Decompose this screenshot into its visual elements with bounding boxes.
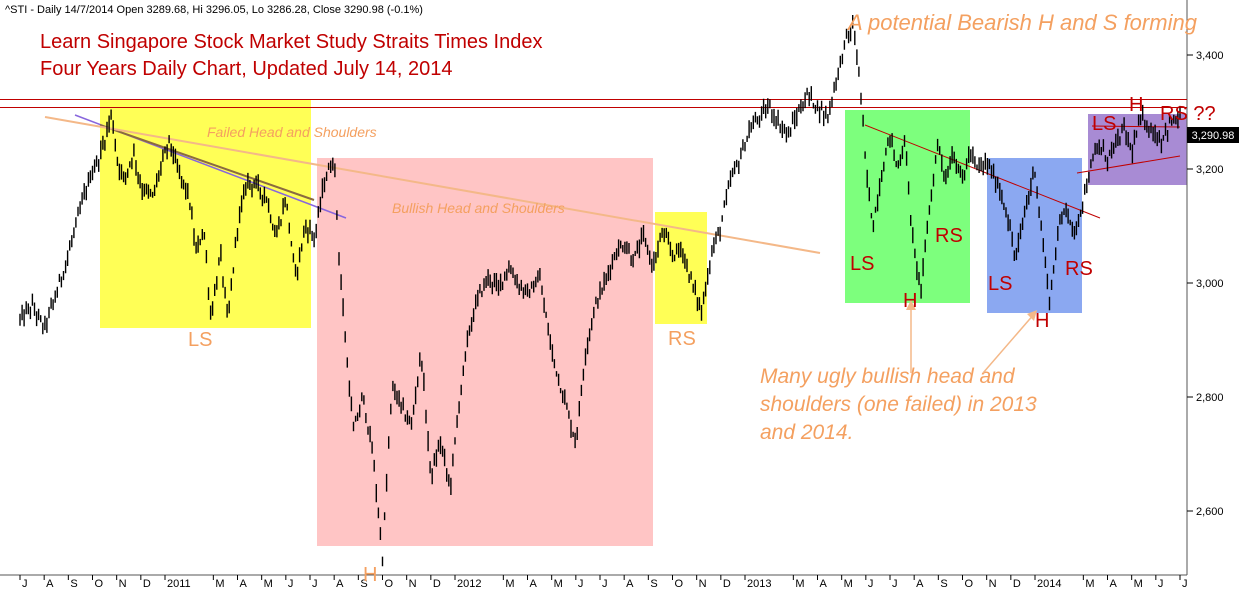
label-ls-purple: LS (1092, 113, 1116, 135)
x-tick-label-42: M (1134, 578, 1143, 590)
x-tick-label-19: A (530, 578, 538, 590)
blue-pattern-box-2013-2014 (987, 158, 1082, 313)
y-tick-label-2: 3,000 (1196, 278, 1224, 290)
x-tick-label-33: J (892, 578, 898, 590)
x-tick-label-3: O (95, 578, 104, 590)
x-tick-label-12: A (336, 578, 344, 590)
x-tick-label-16: D (433, 578, 441, 590)
x-tick-label-21: J (578, 578, 584, 590)
x-tick-label-1: A (46, 578, 54, 590)
chart-title-line-1: Learn Singapore Stock Market Study Strai… (40, 31, 542, 53)
x-tick-label-44: J (1182, 578, 1188, 590)
y-tick-label-1: 2,800 (1196, 392, 1224, 404)
bearish-hs-annotation: A potential Bearish H and S forming (846, 10, 1198, 35)
x-tick-label-30: A (820, 578, 828, 590)
x-tick-label-37: N (989, 578, 997, 590)
x-tick-label-36: O (965, 578, 974, 590)
x-tick-label-5: D (143, 578, 151, 590)
x-tick-label-32: J (868, 578, 874, 590)
x-tick-label-20: M (554, 578, 563, 590)
x-tick-label-2: S (70, 578, 77, 590)
head-box-2011-2012 (317, 158, 653, 546)
many-ugly-line-1: Many ugly bullish head and (760, 365, 1016, 388)
x-tick-label-8: A (240, 578, 248, 590)
failed-hs-annotation-text: Failed Head and Shoulders (207, 124, 377, 140)
last-price-box (1187, 127, 1239, 143)
label-rs-purple: RS ?? (1160, 103, 1216, 125)
x-tick-label-14: O (385, 578, 394, 590)
x-tick-label-23: A (626, 578, 634, 590)
bullish-hs-neckline-orange (44, 116, 821, 254)
x-tick-label-0: J (22, 578, 28, 590)
x-tick-label-40: M (1085, 578, 1094, 590)
failed-hs-neckline-brown (99, 124, 315, 201)
many-ugly-line-3: and 2014. (760, 421, 853, 444)
x-tick-label-17: 2012 (457, 578, 481, 590)
label-rs-green: RS (935, 225, 963, 247)
x-tick-label-39: 2014 (1037, 578, 1061, 590)
x-tick-label-27: D (723, 578, 731, 590)
arrow-to-blue-h (982, 312, 1036, 374)
y-tick-label-3: 3,200 (1196, 164, 1224, 176)
x-tick-label-6: 2011 (167, 578, 191, 590)
purple-box-lower-line (1076, 155, 1181, 174)
label-h-blue: H (1035, 310, 1049, 332)
x-tick-label-4: N (119, 578, 127, 590)
label-ls-green: LS (850, 253, 874, 275)
failed-hs-annotation: Failed Head and Shoulders (207, 124, 377, 140)
x-tick-label-34: A (916, 578, 924, 590)
label-h-purple: H (1129, 94, 1143, 116)
label-h-green: H (903, 290, 917, 312)
label-rs-2012: RS (668, 328, 696, 350)
y-tick-label-0: 2,600 (1196, 506, 1224, 518)
x-tick-label-11: J (312, 578, 318, 590)
x-tick-label-13: S (360, 578, 367, 590)
x-tick-label-7: M (215, 578, 224, 590)
bullish-hs-annotation: Bullish Head and Shoulders (392, 200, 565, 216)
last-price-label: 3,290.98 (1192, 130, 1235, 142)
bullish-hs-annotation-text: Bullish Head and Shoulders (392, 200, 565, 216)
arrow-head-green-h (906, 300, 916, 310)
label-ls-blue: LS (988, 273, 1012, 295)
x-tick-label-41: A (1110, 578, 1118, 590)
label-ls-2011: LS (188, 329, 212, 351)
x-tick-label-31: M (844, 578, 853, 590)
x-tick-label-43: J (1158, 578, 1164, 590)
label-rs-blue: RS (1065, 258, 1093, 280)
x-tick-label-18: M (505, 578, 514, 590)
x-tick-label-24: S (650, 578, 657, 590)
chart-header: ^STI - Daily 14/7/2014 Open 3289.68, Hi … (5, 4, 423, 16)
x-tick-label-10: J (288, 578, 294, 590)
y-tick-label-4: 3,400 (1196, 50, 1224, 62)
x-tick-label-38: D (1013, 578, 1021, 590)
price-bars (19, 15, 1181, 567)
x-tick-label-35: S (940, 578, 947, 590)
chart-title-line-2: Four Years Daily Chart, Updated July 14,… (40, 58, 452, 80)
x-tick-label-25: O (675, 578, 684, 590)
x-tick-label-29: M (795, 578, 804, 590)
x-tick-label-28: 2013 (747, 578, 771, 590)
arrow-head-blue-h (1027, 310, 1037, 321)
x-tick-label-22: J (602, 578, 608, 590)
x-tick-label-9: M (264, 578, 273, 590)
x-tick-label-26: N (699, 578, 707, 590)
label-h-2011: H (363, 564, 377, 586)
many-ugly-line-2: shoulders (one failed) in 2013 (760, 393, 1037, 416)
x-tick-label-15: N (409, 578, 417, 590)
